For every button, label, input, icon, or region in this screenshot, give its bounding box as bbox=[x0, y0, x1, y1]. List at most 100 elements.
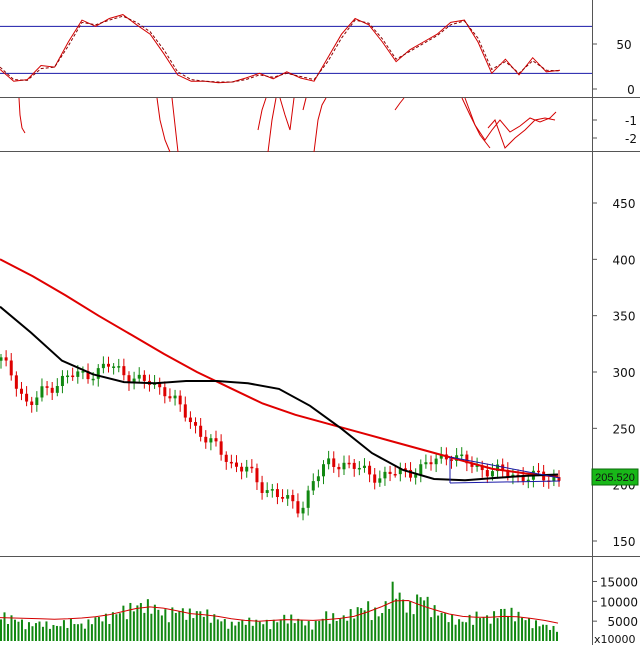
stochastic-d-line bbox=[0, 15, 561, 83]
tick-label-neg1: -1 bbox=[625, 114, 637, 128]
price-candles bbox=[0, 350, 561, 521]
tick-label-neg2: -2 bbox=[625, 132, 637, 146]
candle-body bbox=[66, 375, 70, 378]
volume-bar bbox=[507, 615, 510, 641]
volume-bar bbox=[143, 612, 146, 641]
stochastic-lines bbox=[0, 14, 561, 84]
volume-panel: 15000 10000 5000 x10000 bbox=[0, 575, 638, 645]
volume-bar bbox=[461, 621, 464, 641]
candle-body bbox=[45, 386, 49, 388]
candle-body bbox=[286, 495, 290, 499]
candle-body bbox=[35, 397, 39, 406]
candle-body bbox=[270, 489, 274, 491]
candle-body bbox=[255, 468, 259, 483]
candle-body bbox=[506, 470, 510, 477]
candle-body bbox=[40, 386, 44, 398]
volume-bar bbox=[178, 611, 181, 641]
volume-bar bbox=[517, 611, 520, 641]
momentum-segment bbox=[394, 97, 405, 111]
candle-body bbox=[219, 441, 223, 455]
volume-bar bbox=[297, 618, 300, 641]
volume-bar bbox=[489, 623, 492, 641]
candle-body bbox=[127, 375, 131, 384]
momentum-segment bbox=[464, 97, 557, 141]
candle-body bbox=[96, 368, 100, 379]
candle-body bbox=[229, 461, 233, 464]
volume-bar bbox=[80, 623, 83, 641]
volume-bar bbox=[122, 605, 125, 641]
price-tick-label: 350 bbox=[613, 310, 636, 324]
price-tick-label: 450 bbox=[613, 197, 636, 211]
candle-body bbox=[368, 465, 372, 475]
momentum-lines bbox=[18, 97, 557, 153]
momentum-panel: -1 -2 bbox=[18, 97, 637, 153]
volume-bar bbox=[468, 614, 471, 641]
candle-body bbox=[373, 474, 377, 483]
volume-bar bbox=[465, 622, 468, 641]
volume-bar bbox=[514, 621, 517, 641]
candle-body bbox=[91, 378, 95, 381]
candle-body bbox=[424, 462, 428, 465]
volume-bar bbox=[185, 619, 188, 641]
candle-body bbox=[71, 375, 75, 378]
volume-bar bbox=[230, 621, 233, 641]
long-moving-average-line bbox=[0, 258, 559, 478]
price-tick-label: 300 bbox=[613, 366, 636, 380]
volume-bar bbox=[258, 621, 261, 641]
candle-body bbox=[158, 382, 162, 388]
volume-bar bbox=[227, 628, 230, 641]
volume-bar bbox=[440, 612, 443, 641]
volume-bar bbox=[27, 622, 30, 641]
volume-bar bbox=[69, 618, 72, 641]
candle-body bbox=[393, 473, 397, 476]
volume-bar bbox=[66, 627, 69, 641]
volume-bar bbox=[153, 604, 156, 641]
last-price-badge: 205.520 bbox=[591, 468, 639, 486]
volume-bar bbox=[321, 618, 324, 641]
momentum-segment bbox=[267, 97, 277, 153]
volume-bar bbox=[199, 611, 202, 641]
momentum-axis: -1 -2 bbox=[592, 114, 637, 146]
candle-body bbox=[521, 474, 525, 482]
volume-bar bbox=[342, 615, 345, 641]
volume-bar bbox=[174, 612, 177, 641]
volume-bar bbox=[542, 624, 545, 641]
volume-bar bbox=[328, 623, 331, 641]
volume-bar bbox=[367, 601, 370, 641]
volume-bar bbox=[503, 608, 506, 641]
volume-bar bbox=[433, 605, 436, 641]
candle-body bbox=[460, 454, 464, 457]
volume-moving-average-line bbox=[0, 599, 559, 624]
candle-body bbox=[414, 474, 418, 478]
volume-tick-label: 15000 bbox=[600, 575, 638, 589]
candle-body bbox=[76, 371, 80, 377]
volume-bar bbox=[83, 628, 86, 641]
volume-bar bbox=[437, 615, 440, 641]
candle-body bbox=[316, 476, 320, 482]
candle-body bbox=[357, 467, 361, 470]
candle-body bbox=[485, 470, 489, 477]
candle-body bbox=[9, 360, 13, 376]
candle-body bbox=[496, 464, 500, 472]
volume-bar bbox=[402, 599, 405, 641]
volume-bar bbox=[237, 621, 240, 641]
volume-axis: 15000 10000 5000 bbox=[592, 575, 638, 629]
candle-body bbox=[137, 374, 141, 379]
volume-bar bbox=[125, 619, 128, 641]
volume-bar bbox=[475, 611, 478, 641]
volume-bar bbox=[318, 620, 321, 641]
volume-bar bbox=[430, 617, 433, 641]
volume-bar bbox=[398, 592, 401, 641]
volume-bar bbox=[34, 623, 37, 641]
tick-label-50: 50 bbox=[616, 38, 631, 52]
candle-body bbox=[388, 471, 392, 474]
volume-bar bbox=[290, 614, 293, 641]
volume-bar bbox=[87, 619, 90, 641]
volume-bar bbox=[181, 608, 184, 641]
volume-bar bbox=[38, 621, 41, 641]
candle-body bbox=[199, 425, 203, 437]
volume-bar bbox=[349, 609, 352, 641]
candle-body bbox=[0, 357, 3, 361]
candle-body bbox=[362, 465, 366, 468]
